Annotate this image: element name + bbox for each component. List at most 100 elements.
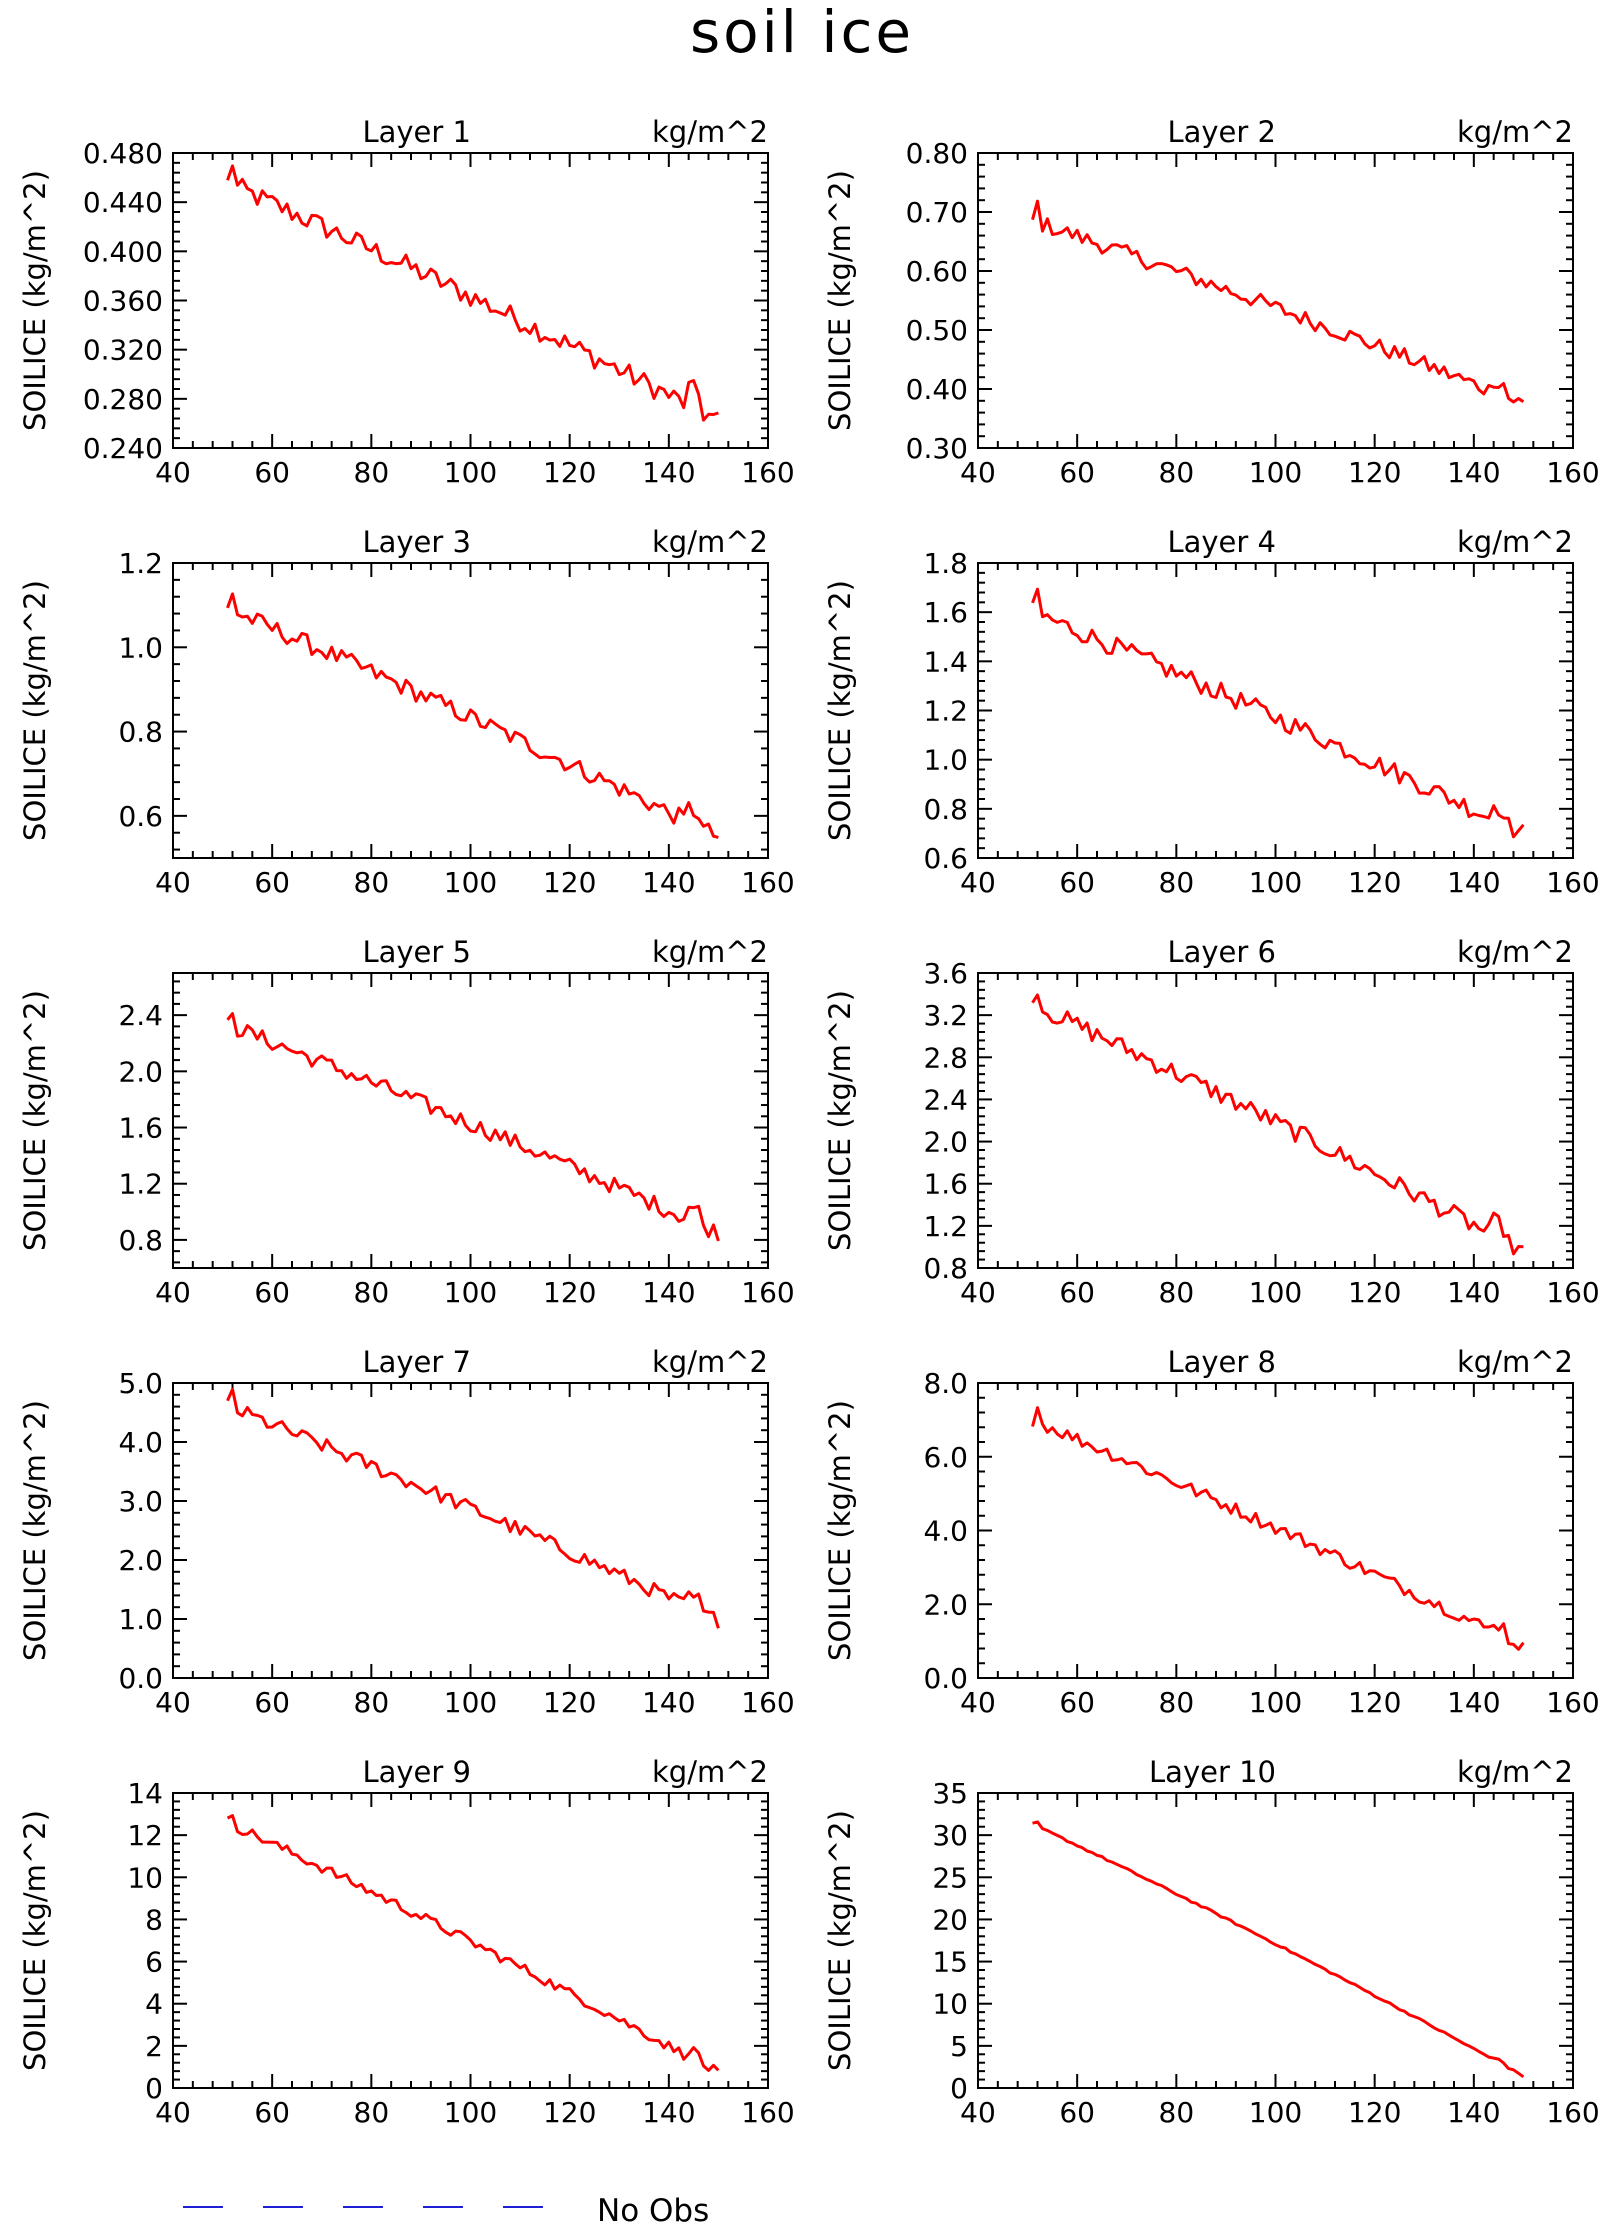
legend-label: No Obs	[597, 2193, 709, 2229]
x-tick-label: 80	[1159, 1686, 1195, 1719]
x-tick-label: 140	[1447, 1686, 1500, 1719]
panel-units: kg/m^2	[652, 1345, 768, 1379]
x-tick-label: 60	[254, 456, 290, 489]
y-tick-label: 1.2	[118, 1168, 163, 1201]
y-tick-label: 20	[932, 1903, 968, 1936]
y-tick-label: 2.0	[923, 1588, 968, 1621]
panel-title: Layer 2	[1167, 115, 1276, 149]
panel-units: kg/m^2	[652, 935, 768, 969]
x-tick-label: 40	[960, 866, 996, 899]
x-tick-label: 80	[1159, 866, 1195, 899]
panel-units: kg/m^2	[1457, 935, 1573, 969]
y-tick-label: 10	[932, 1988, 968, 2021]
y-tick-label: 0.400	[83, 235, 163, 268]
panel-title: Layer 10	[1149, 1755, 1276, 1789]
y-axis-label: SOILICE (kg/m^2)	[823, 990, 857, 1251]
x-tick-label: 140	[642, 1276, 695, 1309]
y-tick-label: 6.0	[923, 1441, 968, 1474]
y-tick-label: 0.240	[83, 432, 163, 465]
x-tick-label: 60	[1059, 1276, 1095, 1309]
y-tick-label: 0.360	[83, 285, 163, 318]
x-tick-label: 140	[1447, 456, 1500, 489]
y-axis-label: SOILICE (kg/m^2)	[823, 1810, 857, 2071]
x-tick-label: 80	[354, 456, 390, 489]
x-tick-label: 140	[1447, 1276, 1500, 1309]
x-tick-label: 120	[543, 1276, 596, 1309]
x-tick-label: 60	[1059, 2096, 1095, 2129]
x-tick-label: 160	[1546, 456, 1599, 489]
y-tick-label: 0.40	[906, 373, 968, 406]
y-tick-label: 5	[950, 2030, 968, 2063]
x-tick-label: 60	[254, 866, 290, 899]
plot-frame	[172, 972, 769, 1269]
y-tick-label: 2.4	[923, 1083, 968, 1116]
panel-units: kg/m^2	[652, 115, 768, 149]
x-tick-label: 40	[960, 1276, 996, 1309]
x-tick-label: 160	[741, 866, 794, 899]
y-tick-label: 2.4	[118, 999, 163, 1032]
y-tick-label: 2	[145, 2030, 163, 2063]
y-tick-label: 4	[145, 1988, 163, 2021]
y-tick-label: 0.480	[83, 137, 163, 170]
series-line	[226, 164, 719, 422]
panel-layer-7: 40 60 80 100 120 140 160 0.0 1.0 2.0 3.0 4.0 5.0 Laye…	[18, 1345, 795, 1719]
y-tick-label: 1.0	[118, 631, 163, 664]
y-tick-label: 3.6	[923, 957, 968, 990]
series-line	[226, 1814, 720, 2072]
y-tick-label: 0.0	[923, 1662, 968, 1695]
x-tick-label: 80	[354, 2096, 390, 2129]
x-tick-label: 100	[444, 1276, 497, 1309]
y-tick-label: 0.80	[906, 137, 968, 170]
x-tick-label: 60	[1059, 456, 1095, 489]
y-axis-label: SOILICE (kg/m^2)	[18, 580, 52, 841]
x-tick-label: 80	[354, 866, 390, 899]
panel-layer-9: 40 60 80 100 120 140 160 0 2 4 6 8 10 12 14 Layer 9 kg/m…	[18, 1755, 795, 2129]
y-tick-label: 0.6	[118, 800, 163, 833]
x-tick-label: 160	[1546, 1276, 1599, 1309]
x-tick-label: 60	[254, 2096, 290, 2129]
x-tick-label: 100	[1249, 456, 1302, 489]
x-tick-label: 160	[741, 456, 794, 489]
y-tick-label: 1.0	[923, 744, 968, 777]
x-tick-label: 120	[543, 1686, 596, 1719]
y-axis-label: SOILICE (kg/m^2)	[18, 1400, 52, 1661]
x-tick-label: 140	[1447, 2096, 1500, 2129]
x-tick-label: 80	[1159, 2096, 1195, 2129]
series-line	[1031, 587, 1525, 839]
series-line	[1032, 1820, 1525, 2079]
y-tick-label: 2.0	[118, 1055, 163, 1088]
y-tick-label: 0.50	[906, 314, 968, 347]
series-line	[226, 592, 719, 839]
y-tick-label: 3.2	[923, 999, 968, 1032]
y-tick-label: 3.0	[118, 1485, 163, 1518]
x-tick-label: 100	[444, 866, 497, 899]
panel-units: kg/m^2	[652, 1755, 768, 1789]
x-tick-label: 40	[155, 2096, 191, 2129]
figure-title: soil ice	[690, 0, 914, 66]
x-tick-label: 120	[1348, 1686, 1401, 1719]
x-tick-label: 40	[155, 866, 191, 899]
x-tick-label: 160	[741, 2096, 794, 2129]
x-tick-label: 140	[642, 1686, 695, 1719]
y-tick-label: 0.440	[83, 186, 163, 219]
panel-layer-6: 40 60 80 100 120 140 160 0.8 1.2 1.6 2.0 2.4 2.8 3.2 3…	[823, 935, 1600, 1309]
panel-layer-10: 40 60 80 100 120 140 160 0 5 10 15 20 25 30 35 Layer 10…	[823, 1755, 1600, 2129]
x-tick-label: 40	[155, 456, 191, 489]
y-tick-label: 8.0	[923, 1367, 968, 1400]
y-tick-label: 0.0	[118, 1662, 163, 1695]
x-tick-label: 100	[444, 1686, 497, 1719]
y-axis-label: SOILICE (kg/m^2)	[18, 170, 52, 431]
x-tick-label: 80	[1159, 456, 1195, 489]
y-axis-label: SOILICE (kg/m^2)	[18, 1810, 52, 2071]
x-tick-label: 140	[642, 456, 695, 489]
series-line	[1031, 993, 1524, 1256]
x-tick-label: 40	[960, 1686, 996, 1719]
y-tick-label: 2.0	[118, 1544, 163, 1577]
panel-title: Layer 3	[362, 525, 471, 559]
y-axis-label: SOILICE (kg/m^2)	[823, 170, 857, 431]
y-tick-label: 2.0	[923, 1126, 968, 1159]
panel-units: kg/m^2	[1457, 115, 1573, 149]
panel-title: Layer 5	[362, 935, 471, 969]
plot-frame	[977, 562, 1574, 859]
x-tick-label: 160	[741, 1276, 794, 1309]
